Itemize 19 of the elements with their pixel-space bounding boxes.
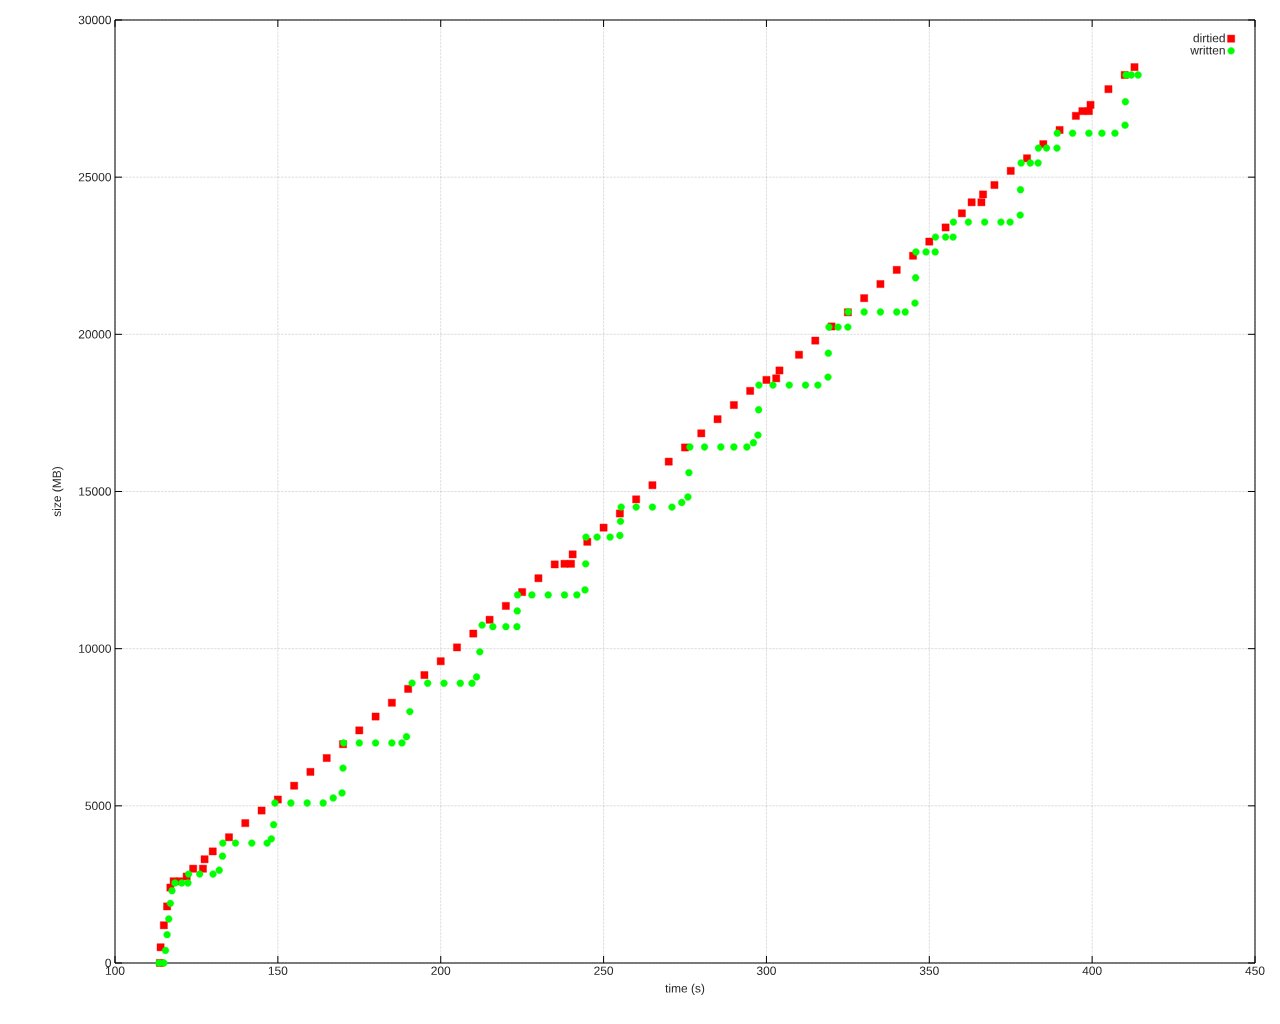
y-tick-label: 5000 <box>85 801 112 811</box>
y-tick-label: 25000 <box>78 172 112 182</box>
legend-label: written <box>1190 45 1225 55</box>
x-tick-label: 450 <box>1245 966 1265 975</box>
y-tick-label: 20000 <box>78 330 112 339</box>
legend-label: dirtied <box>1193 33 1225 43</box>
x-tick-label: 150 <box>268 966 288 975</box>
x-tick-label: 100 <box>105 966 125 975</box>
x-tick-label: 400 <box>1082 966 1102 975</box>
x-tick-label: 200 <box>431 966 451 975</box>
y-tick-label: 0 <box>105 958 112 968</box>
y-tick-label: 30000 <box>78 15 112 25</box>
y-tick-label: 10000 <box>79 644 112 653</box>
x-tick-label: 350 <box>919 966 939 975</box>
y-axis-title: size (MB) <box>52 467 64 517</box>
x-tick-label: 300 <box>756 966 776 975</box>
x-tick-label: 250 <box>594 966 614 975</box>
y-tick-label: 15000 <box>79 487 112 496</box>
x-axis-title: time (s) <box>665 983 705 995</box>
